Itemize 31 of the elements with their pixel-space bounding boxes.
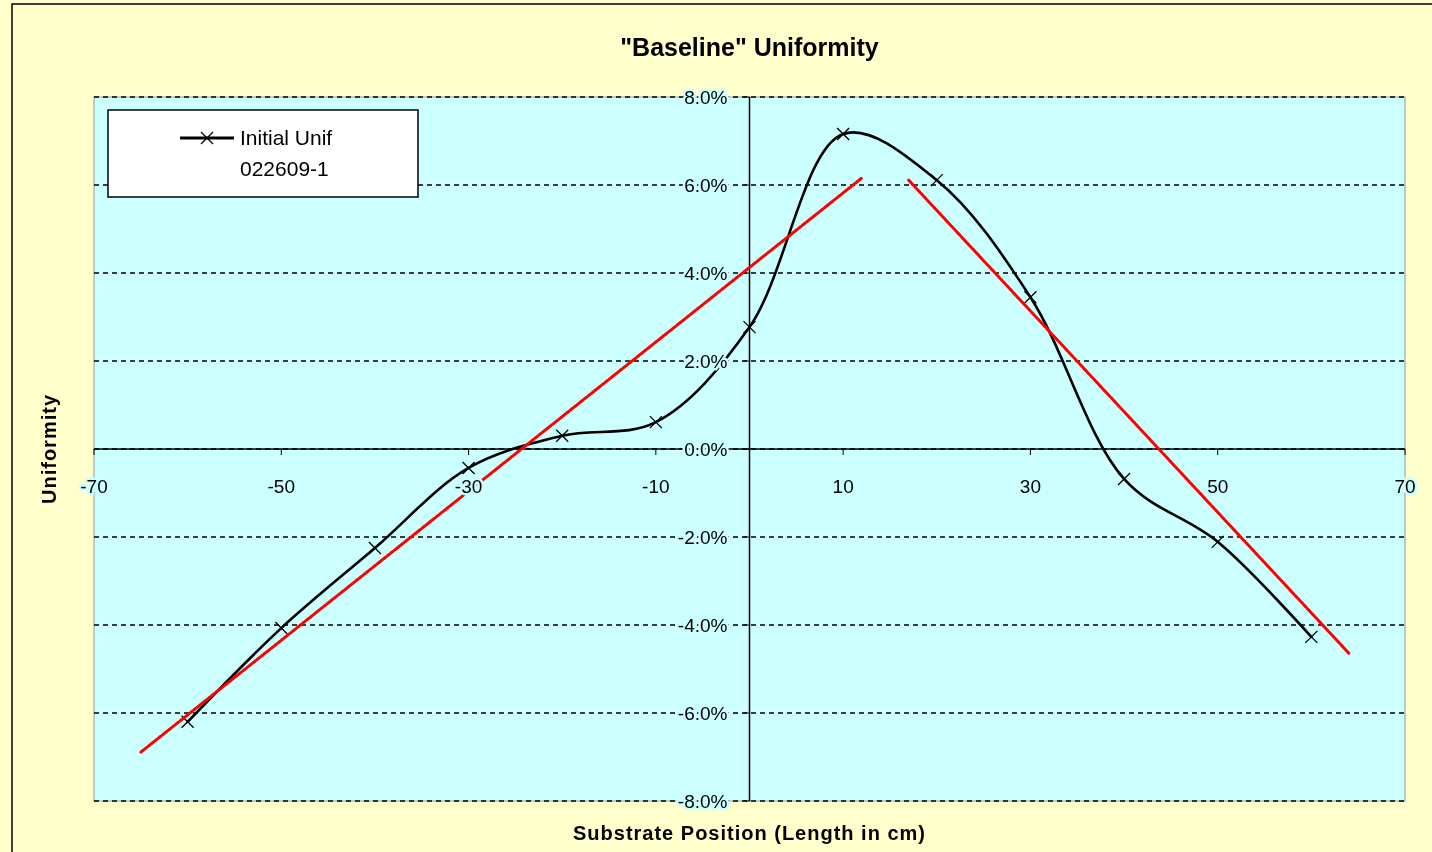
y-tick-label: -4.0% [677, 615, 728, 636]
y-tick-label: -8.0% [677, 791, 728, 812]
y-tick-label: -2.0% [677, 527, 728, 548]
point [836, 127, 850, 141]
x-tick-label: -50 [267, 476, 296, 497]
x-tick-label: 70 [1394, 476, 1416, 497]
y-tick-label: -6.0% [677, 703, 728, 724]
x-tick-label: -10 [642, 476, 670, 497]
x-axis-title: Substrate Position (Length in cm) [572, 822, 927, 844]
point [1211, 535, 1225, 549]
point [180, 715, 195, 729]
legend-label: Initial Unif 022609-1 [240, 126, 333, 180]
x-tick-label: 30 [1019, 476, 1041, 497]
point [555, 429, 569, 443]
y-tick-label: 6.0% [684, 175, 728, 196]
point [742, 320, 757, 334]
y-tick-label: 8.0% [684, 87, 728, 108]
point [1117, 472, 1131, 486]
point [274, 621, 288, 635]
point [1023, 290, 1038, 304]
x-tick-label: 50 [1207, 476, 1229, 497]
x-tick-label: 10 [832, 476, 854, 497]
point [930, 173, 944, 187]
point [1304, 630, 1319, 644]
x-tick-label: -70 [80, 476, 108, 497]
chart-title: "Baseline" Uniformity [620, 33, 879, 61]
point [368, 541, 382, 555]
y-tick-label: 4.0% [684, 263, 728, 284]
point [649, 415, 663, 429]
point [461, 461, 476, 475]
y-axis-title: Uniformity [38, 394, 60, 504]
